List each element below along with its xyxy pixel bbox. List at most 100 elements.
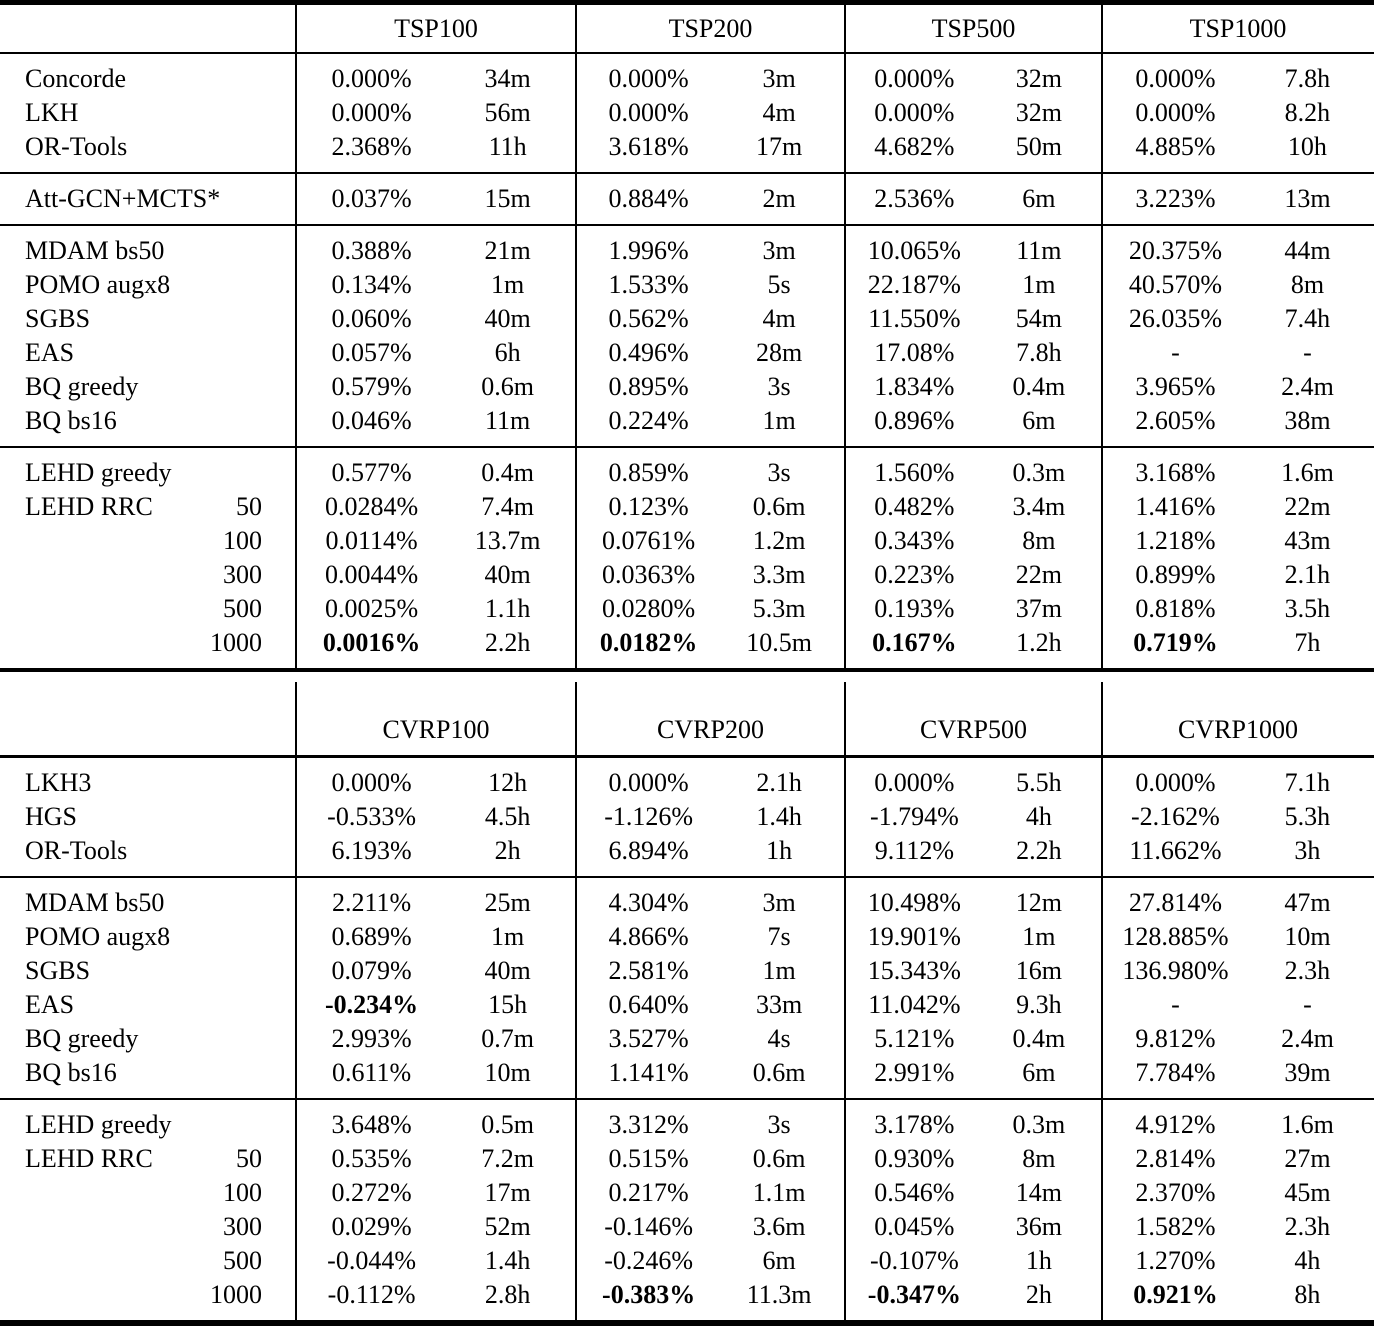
- result-cell: 0.000% 3m: [576, 64, 845, 94]
- result-cell: 2.536% 6m: [845, 184, 1102, 214]
- gap-value: 20.375%: [1128, 236, 1223, 265]
- gap-value: 0.0182%: [599, 628, 698, 657]
- section-rule: [0, 446, 1374, 448]
- gap-value: 0.496%: [608, 338, 689, 367]
- table-row: LEHD greedy 0.577% 0.4m 0.859% 3s 1.560% 0.3m 3…: [0, 456, 1374, 490]
- gap-value: 0.579%: [331, 372, 412, 401]
- row-label-cell: LKH3: [0, 768, 296, 798]
- time-value: 0.4m: [1012, 1024, 1066, 1053]
- result-cell: 0.079% 40m: [296, 956, 576, 986]
- time-value: 5.3h: [1284, 802, 1331, 831]
- gap-value: 2.605%: [1135, 406, 1216, 435]
- gap-value: 0.577%: [331, 458, 412, 487]
- gap-value: 0.895%: [608, 372, 689, 401]
- method-label: BQ greedy: [25, 372, 139, 401]
- result-cell: 7.784% 39m: [1102, 1058, 1374, 1088]
- result-cell: 3.178% 0.3m: [845, 1110, 1102, 1140]
- result-cell: 0.496% 28m: [576, 338, 845, 368]
- row-label-cell: BQ bs16: [0, 1058, 296, 1088]
- gap-value: 3.965%: [1135, 372, 1216, 401]
- method-label: HGS: [25, 802, 78, 831]
- gap-value: 0.611%: [331, 1058, 412, 1087]
- time-value: 4h: [1294, 1246, 1321, 1275]
- time-value: 8.2h: [1284, 98, 1331, 127]
- time-value: 6m: [762, 1246, 796, 1275]
- row-label-cell: BQ bs16: [0, 406, 296, 436]
- result-cell: 6.193% 2h: [296, 836, 576, 866]
- result-cell: 15.343% 16m: [845, 956, 1102, 986]
- result-cell: 0.134% 1m: [296, 270, 576, 300]
- result-cell: 11.550% 54m: [845, 304, 1102, 334]
- result-cell: 1.218% 43m: [1102, 526, 1374, 556]
- gap-value: 0.343%: [874, 526, 955, 555]
- table-section: MDAM bs50 2.211% 25m 4.304% 3m 10.498% 12m 27.8…: [0, 878, 1374, 1098]
- time-value: 7s: [767, 922, 791, 951]
- gap-value: 4.885%: [1135, 132, 1216, 161]
- time-value: 3h: [1294, 836, 1321, 865]
- rrc-iteration-count: 1000: [210, 1280, 262, 1309]
- result-cell: -0.383% 11.3m: [576, 1280, 845, 1310]
- method-label: LEHD greedy: [25, 1110, 172, 1139]
- time-value: 1h: [766, 836, 793, 865]
- gap-value: 1.416%: [1135, 492, 1216, 521]
- result-cell: 22.187% 1m: [845, 270, 1102, 300]
- result-cell: 0.0363% 3.3m: [576, 560, 845, 590]
- result-cell: -0.246% 6m: [576, 1246, 845, 1276]
- result-cell: 0.000% 7.1h: [1102, 768, 1374, 798]
- time-value: 0.6m: [481, 372, 534, 401]
- gap-value: -2.162%: [1131, 802, 1220, 831]
- result-cell: 0.884% 2m: [576, 184, 845, 214]
- table-section: LKH3 0.000% 12h 0.000% 2.1h 0.000% 5.5h 0.000% 7…: [0, 758, 1374, 876]
- row-label-cell: HGS: [0, 802, 296, 832]
- gap-value: 1.270%: [1135, 1246, 1216, 1275]
- gap-value: -0.107%: [869, 1246, 959, 1275]
- row-label-cell: Att-GCN+MCTS*: [0, 184, 296, 214]
- result-cell: 0.577% 0.4m: [296, 458, 576, 488]
- time-value: 33m: [756, 990, 803, 1019]
- time-value: 3m: [762, 64, 796, 93]
- gap-value: -0.146%: [604, 1212, 694, 1241]
- column-header: CVRP500: [920, 715, 1027, 744]
- bottom-rule: [0, 668, 1374, 672]
- column-header: CVRP1000: [1178, 715, 1298, 744]
- result-cell: -0.146% 3.6m: [576, 1212, 845, 1242]
- result-cell: 5.121% 0.4m: [845, 1024, 1102, 1054]
- gap-value: 3.312%: [608, 1110, 689, 1139]
- rrc-iteration-count: 50: [236, 1144, 262, 1173]
- method-label: Att-GCN+MCTS*: [25, 184, 221, 213]
- gap-value: 0.000%: [874, 98, 955, 127]
- result-cell: 0.546% 14m: [845, 1178, 1102, 1208]
- table-row: 100 0.272% 17m 0.217% 1.1m 0.546% 14m 2.370% 45m: [0, 1176, 1374, 1210]
- gap-value: 19.901%: [867, 922, 961, 951]
- time-value: 2.4m: [1281, 372, 1334, 401]
- result-cell: 4.912% 1.6m: [1102, 1110, 1374, 1140]
- time-value: 0.6m: [752, 1058, 806, 1087]
- time-value: 17m: [484, 1178, 531, 1207]
- time-value: 22m: [1015, 560, 1062, 589]
- time-value: 1.1m: [752, 1178, 806, 1207]
- result-cell: 0.0284% 7.4m: [296, 492, 576, 522]
- result-cell: 136.980% 2.3h: [1102, 956, 1374, 986]
- result-cell: 0.515% 0.6m: [576, 1144, 845, 1174]
- result-cell: 0.060% 40m: [296, 304, 576, 334]
- gap-value: -: [1171, 338, 1180, 367]
- time-value: 6m: [1022, 406, 1056, 435]
- result-cell: 128.885% 10m: [1102, 922, 1374, 952]
- method-label: Concorde: [25, 64, 127, 93]
- method-label: LKH3: [25, 768, 92, 797]
- result-cell: 0.899% 2.1h: [1102, 560, 1374, 590]
- gap-value: 2.814%: [1135, 1144, 1216, 1173]
- time-value: 5.5h: [1016, 768, 1062, 797]
- rrc-iteration-count: 500: [223, 1246, 262, 1275]
- result-cell: 3.965% 2.4m: [1102, 372, 1374, 402]
- time-value: 8h: [1294, 1280, 1321, 1309]
- result-cell: 0.0016% 2.2h: [296, 628, 576, 658]
- rrc-iteration-count: 50: [236, 492, 262, 521]
- time-value: 2.1h: [756, 768, 802, 797]
- table-row: 1000 0.0016% 2.2h 0.0182% 10.5m 0.167% 1.2h 0.7…: [0, 626, 1374, 660]
- time-value: -: [1303, 338, 1312, 367]
- result-cell: -0.112% 2.8h: [296, 1280, 576, 1310]
- gap-value: 2.536%: [874, 184, 955, 213]
- result-cell: 10.065% 11m: [845, 236, 1102, 266]
- time-value: 0.3m: [1012, 1110, 1066, 1139]
